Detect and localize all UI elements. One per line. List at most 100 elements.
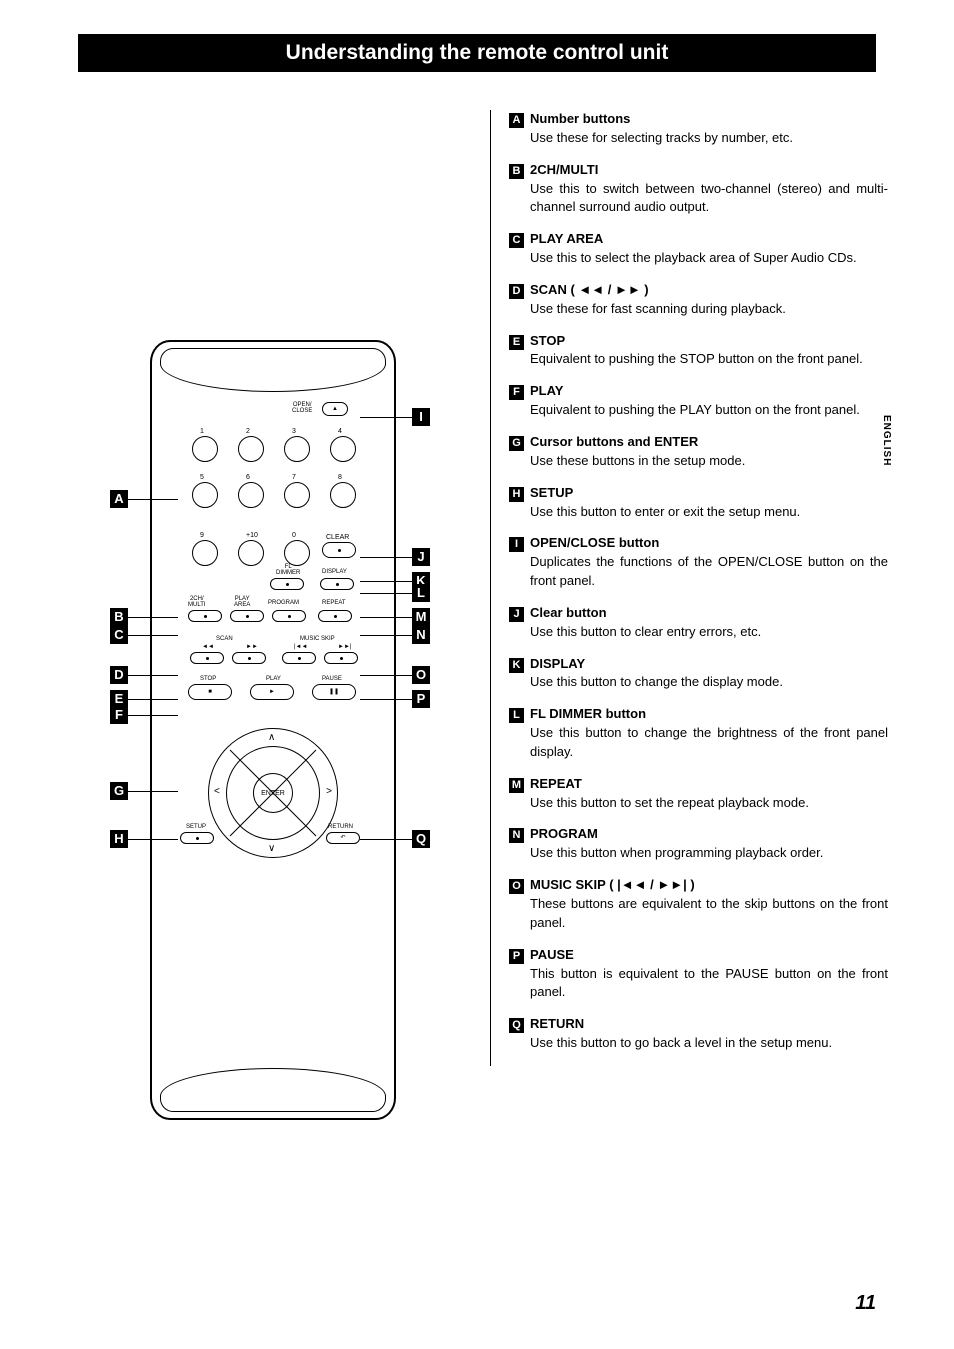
enter-button: ENTER <box>253 773 293 813</box>
letter-box: P <box>509 949 524 964</box>
definition-body: Equivalent to pushing the STOP button on… <box>530 350 888 369</box>
number-button <box>284 540 310 566</box>
definition-body: Use these for fast scanning during playb… <box>530 300 888 319</box>
leader-line <box>360 593 412 594</box>
pause-label: PAUSE <box>322 676 342 682</box>
callout-A: A <box>110 490 128 508</box>
leader-line <box>360 635 412 636</box>
definition-item: OMUSIC SKIP ( |◄◄ / ►►| )These buttons a… <box>509 876 888 933</box>
definition-title: PAUSE <box>530 946 574 965</box>
number-label: 5 <box>200 474 204 481</box>
definition-item: JClear buttonUse this button to clear en… <box>509 604 888 642</box>
definition-title: Number buttons <box>530 110 630 129</box>
letter-box: G <box>509 436 524 451</box>
callout-F: F <box>110 706 128 724</box>
skip-left-button <box>282 652 316 664</box>
number-label: 6 <box>246 474 250 481</box>
letter-box: Q <box>509 1018 524 1033</box>
clear-label: CLEAR <box>326 534 349 541</box>
cursor-up-icon: ∧ <box>268 732 275 743</box>
definition-title: SETUP <box>530 484 573 503</box>
leader-line <box>128 499 178 500</box>
cursor-left-icon: < <box>214 786 220 797</box>
twoch-multi-label: 2CH/ MULTI <box>188 596 206 608</box>
leader-line <box>128 839 178 840</box>
display-button <box>320 578 354 590</box>
callout-I: I <box>412 408 430 426</box>
definition-title: PLAY <box>530 382 563 401</box>
leader-line <box>360 581 412 582</box>
number-button <box>284 436 310 462</box>
definition-item: GCursor buttons and ENTERUse these butto… <box>509 433 888 471</box>
number-button <box>192 482 218 508</box>
definition-body: Use this to select the playback area of … <box>530 249 888 268</box>
twoch-multi-button <box>188 610 222 622</box>
letter-box: B <box>509 164 524 179</box>
number-label: 7 <box>292 474 296 481</box>
setup-button <box>180 832 214 844</box>
scan-right-sym: ►► <box>246 644 258 650</box>
leader-line <box>128 791 178 792</box>
skip-right-button <box>324 652 358 664</box>
stop-label: STOP <box>200 676 216 682</box>
definition-body: Use this button to change the display mo… <box>530 673 888 692</box>
definition-body: Use this button to change the brightness… <box>530 724 888 762</box>
number-button <box>238 540 264 566</box>
definition-item: B2CH/MULTIUse this to switch between two… <box>509 161 888 218</box>
display-label: DISPLAY <box>322 569 347 575</box>
definition-body: Use these buttons in the setup mode. <box>530 452 888 471</box>
leader-line <box>360 675 412 676</box>
program-button <box>272 610 306 622</box>
letter-box: K <box>509 658 524 673</box>
definition-title: FL DIMMER button <box>530 705 646 724</box>
definition-title: PROGRAM <box>530 825 598 844</box>
definition-title: STOP <box>530 332 565 351</box>
definition-body: Use this button when programming playbac… <box>530 844 888 863</box>
open-close-button: ▲ <box>322 402 348 416</box>
definition-item: A Number buttonsUse these for selecting t… <box>509 110 888 148</box>
number-button <box>238 482 264 508</box>
letter-box: J <box>509 607 524 622</box>
letter-box: I <box>509 537 524 552</box>
leader-line <box>360 417 412 418</box>
callout-N: N <box>412 626 430 644</box>
definition-title: SCAN ( ◄◄ / ►► ) <box>530 281 649 300</box>
letter-box: D <box>509 284 524 299</box>
definition-title: REPEAT <box>530 775 582 794</box>
pause-button: ❚❚ <box>312 684 356 700</box>
definition-body: Duplicates the functions of the OPEN/CLO… <box>530 553 888 591</box>
definition-item: I OPEN/CLOSE buttonDuplicates the functio… <box>509 534 888 591</box>
definition-title: 2CH/MULTI <box>530 161 598 180</box>
number-label: +10 <box>246 532 258 539</box>
scan-right-button <box>232 652 266 664</box>
number-button <box>284 482 310 508</box>
letter-box: A <box>509 113 524 128</box>
scan-label: SCAN <box>216 636 233 642</box>
number-button <box>330 482 356 508</box>
return-button: ↶ <box>326 832 360 844</box>
number-label: 4 <box>338 428 342 435</box>
number-label: 1 <box>200 428 204 435</box>
letter-box: M <box>509 778 524 793</box>
definition-item: LFL DIMMER buttonUse this button to chan… <box>509 705 888 762</box>
definitions-column: A Number buttonsUse these for selecting t… <box>490 110 888 1066</box>
clear-button <box>322 542 356 558</box>
return-label: RETURN <box>328 824 353 830</box>
setup-label: SETUP <box>186 824 206 830</box>
number-label: 9 <box>200 532 204 539</box>
leader-line <box>128 715 178 716</box>
callout-J: J <box>412 548 430 566</box>
skip-left-sym: |◄◄ <box>294 644 307 650</box>
definition-title: OPEN/CLOSE button <box>530 534 659 553</box>
skip-right-sym: ►►| <box>338 644 351 650</box>
definition-item: QRETURNUse this button to go back a leve… <box>509 1015 888 1053</box>
definition-title: Clear button <box>530 604 607 623</box>
definition-title: DISPLAY <box>530 655 585 674</box>
definition-body: Use these for selecting tracks by number… <box>530 129 888 148</box>
play-label: PLAY <box>266 676 281 682</box>
play-area-label: PLAY AREA <box>234 596 250 608</box>
definition-body: These buttons are equivalent to the skip… <box>530 895 888 933</box>
definition-item: CPLAY AREAUse this to select the playbac… <box>509 230 888 268</box>
play-button: ► <box>250 684 294 700</box>
letter-box: N <box>509 828 524 843</box>
